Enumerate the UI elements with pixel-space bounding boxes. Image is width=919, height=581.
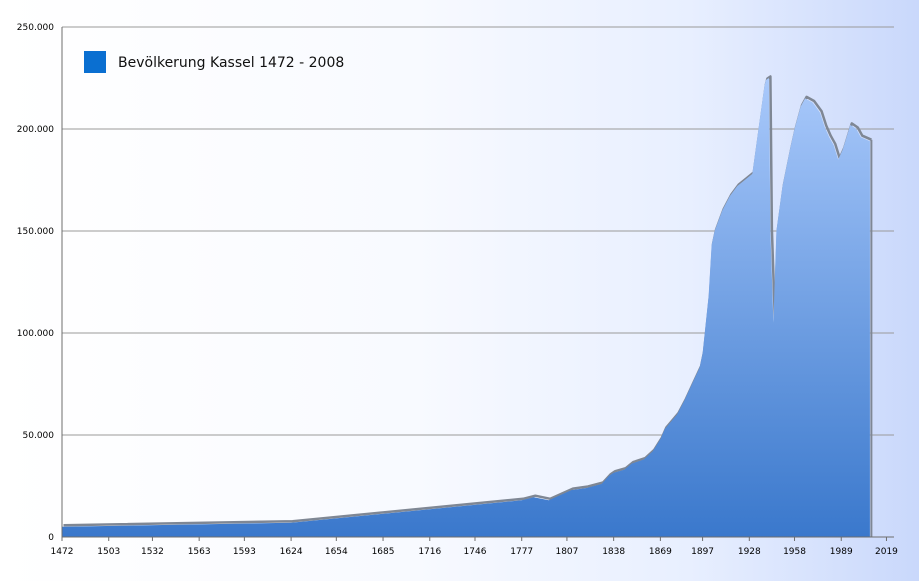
y-axis-tick-labels: 0 50.000 100.000 150.000 200.000 250.000 [17, 23, 54, 543]
x-tick-label: 1685 [372, 547, 395, 557]
y-tick-label: 250.000 [17, 23, 54, 33]
x-tick-label: 1869 [649, 547, 672, 557]
x-tick-label: 2019 [875, 547, 898, 557]
legend-swatch [84, 51, 106, 73]
y-tick-label: 0 [48, 533, 54, 543]
x-axis-tick-labels: 1472 1503 1532 1563 1593 1624 1654 1685 1716 1746… [51, 547, 899, 557]
x-tick-label: 1838 [602, 547, 625, 557]
x-tick-label: 1563 [188, 547, 211, 557]
x-tick-label: 1807 [555, 547, 578, 557]
y-tick-label: 200.000 [17, 125, 54, 135]
x-tick-label: 1624 [280, 547, 303, 557]
x-tick-label: 1593 [233, 547, 256, 557]
x-tick-label: 1928 [738, 547, 761, 557]
x-tick-label: 1958 [783, 547, 806, 557]
x-tick-label: 1654 [325, 547, 348, 557]
axes [61, 27, 894, 541]
y-tick-label: 150.000 [17, 227, 54, 237]
legend-label: Bevölkerung Kassel 1472 - 2008 [118, 55, 344, 71]
series-shadow [63, 75, 872, 527]
x-tick-label: 1777 [510, 547, 533, 557]
x-tick-label: 1716 [418, 547, 441, 557]
y-tick-label: 100.000 [17, 329, 54, 339]
series-area-bevoelkerung [62, 78, 870, 537]
x-tick-label: 1746 [464, 547, 487, 557]
x-tick-label: 1472 [51, 547, 74, 557]
x-tick-label: 1989 [830, 547, 853, 557]
x-tick-label: 1897 [691, 547, 714, 557]
y-tick-label: 50.000 [23, 431, 55, 441]
x-tick-label: 1532 [141, 547, 164, 557]
legend: Bevölkerung Kassel 1472 - 2008 [84, 51, 344, 73]
series-area-layer [62, 75, 873, 537]
x-tick-label: 1503 [97, 547, 120, 557]
